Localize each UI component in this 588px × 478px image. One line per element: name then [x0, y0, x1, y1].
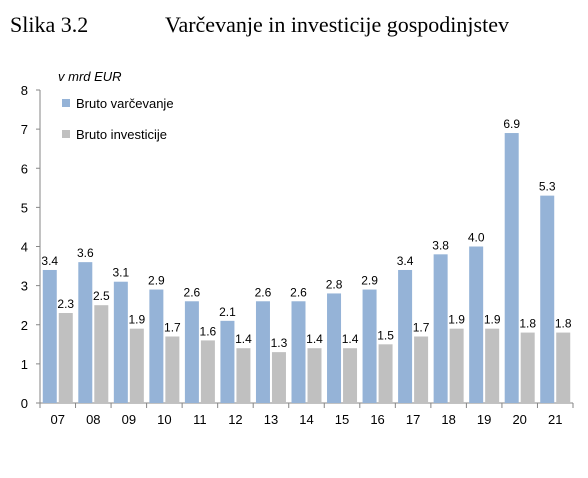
bar-savings	[540, 195, 555, 403]
bar-investment	[414, 336, 429, 403]
data-label: 1.4	[342, 332, 359, 346]
figure-title: Varčevanje in investicije gospodinjstev	[165, 12, 509, 37]
bar-investment	[520, 332, 535, 403]
data-label: 2.6	[184, 285, 201, 299]
x-tick-label: 16	[370, 412, 384, 427]
data-label: 1.4	[306, 332, 323, 346]
data-label: 2.6	[255, 285, 272, 299]
bar-savings	[184, 301, 199, 403]
legend-swatch	[62, 99, 70, 107]
bar-investment	[165, 336, 180, 403]
bar-savings	[255, 301, 270, 403]
data-label: 6.9	[503, 117, 520, 131]
x-tick-label: 11	[193, 412, 207, 427]
data-label: 2.8	[326, 277, 343, 291]
bar-savings	[469, 246, 484, 403]
bar-investment	[200, 340, 215, 403]
bar-investment	[129, 328, 144, 403]
y-tick-label: 8	[21, 83, 28, 98]
bar-savings	[291, 301, 306, 403]
x-tick-label: 19	[477, 412, 491, 427]
data-label: 1.9	[484, 313, 501, 327]
plot-area: 0123456783.42.3073.62.5083.11.9092.91.71…	[21, 83, 574, 427]
data-label: 2.9	[148, 274, 165, 288]
bar-savings	[398, 269, 413, 403]
data-label: 1.6	[200, 324, 217, 338]
y-tick-label: 3	[21, 279, 28, 294]
data-label: 3.1	[112, 266, 129, 280]
x-tick-label: 08	[86, 412, 100, 427]
bar-savings	[149, 289, 164, 403]
y-tick-label: 4	[21, 240, 28, 255]
x-tick-label: 07	[51, 412, 65, 427]
data-label: 4.0	[468, 231, 485, 245]
data-label: 1.7	[164, 320, 181, 334]
data-label: 2.5	[93, 289, 110, 303]
y-tick-label: 5	[21, 200, 28, 215]
data-label: 3.4	[41, 254, 58, 268]
bar-investment	[271, 352, 286, 403]
data-label: 3.6	[77, 246, 94, 260]
bar-savings	[42, 269, 57, 403]
data-label: 3.4	[397, 254, 414, 268]
bar-investment	[307, 348, 322, 403]
y-tick-label: 2	[21, 318, 28, 333]
y-tick-label: 6	[21, 161, 28, 176]
x-tick-label: 15	[335, 412, 349, 427]
x-tick-label: 18	[441, 412, 455, 427]
bar-investment	[485, 328, 500, 403]
x-tick-label: 17	[406, 412, 420, 427]
data-label: 1.9	[128, 313, 145, 327]
y-tick-label: 1	[21, 357, 28, 372]
y-tick-label: 7	[21, 122, 28, 137]
y-tick-label: 0	[21, 396, 28, 411]
bar-investment	[58, 313, 73, 403]
data-label: 1.7	[413, 320, 430, 334]
bar-investment	[449, 328, 464, 403]
legend-swatch	[62, 130, 70, 138]
data-label: 1.9	[448, 313, 465, 327]
bar-savings	[78, 262, 93, 403]
data-label: 2.9	[361, 274, 378, 288]
bar-investment	[556, 332, 571, 403]
bar-investment	[343, 348, 358, 403]
figure-number: Slika 3.2	[10, 12, 89, 37]
bar-investment	[378, 344, 393, 403]
x-tick-label: 14	[299, 412, 313, 427]
bar-savings	[113, 281, 128, 403]
x-tick-label: 10	[157, 412, 171, 427]
data-label: 5.3	[539, 180, 556, 194]
bar-savings	[433, 254, 448, 403]
x-tick-label: 13	[264, 412, 278, 427]
x-tick-label: 12	[228, 412, 242, 427]
data-label: 1.8	[555, 317, 572, 331]
bar-savings	[504, 133, 519, 403]
x-tick-label: 21	[548, 412, 562, 427]
bar-savings	[327, 293, 342, 403]
data-label: 1.3	[271, 336, 288, 350]
legend-label: Bruto investicije	[76, 127, 167, 142]
bar-investment	[94, 305, 109, 403]
bar-investment	[236, 348, 251, 403]
bar-savings	[362, 289, 377, 403]
x-tick-label: 20	[512, 412, 526, 427]
data-label: 2.6	[290, 285, 307, 299]
data-label: 1.4	[235, 332, 252, 346]
legend-label: Bruto varčevanje	[76, 96, 174, 111]
bar-savings	[220, 320, 235, 403]
y-unit-label: v mrd EUR	[58, 69, 122, 84]
data-label: 2.3	[57, 297, 74, 311]
data-label: 3.8	[432, 238, 449, 252]
x-tick-label: 09	[122, 412, 136, 427]
data-label: 1.5	[377, 328, 394, 342]
data-label: 1.8	[519, 317, 536, 331]
data-label: 2.1	[219, 305, 236, 319]
